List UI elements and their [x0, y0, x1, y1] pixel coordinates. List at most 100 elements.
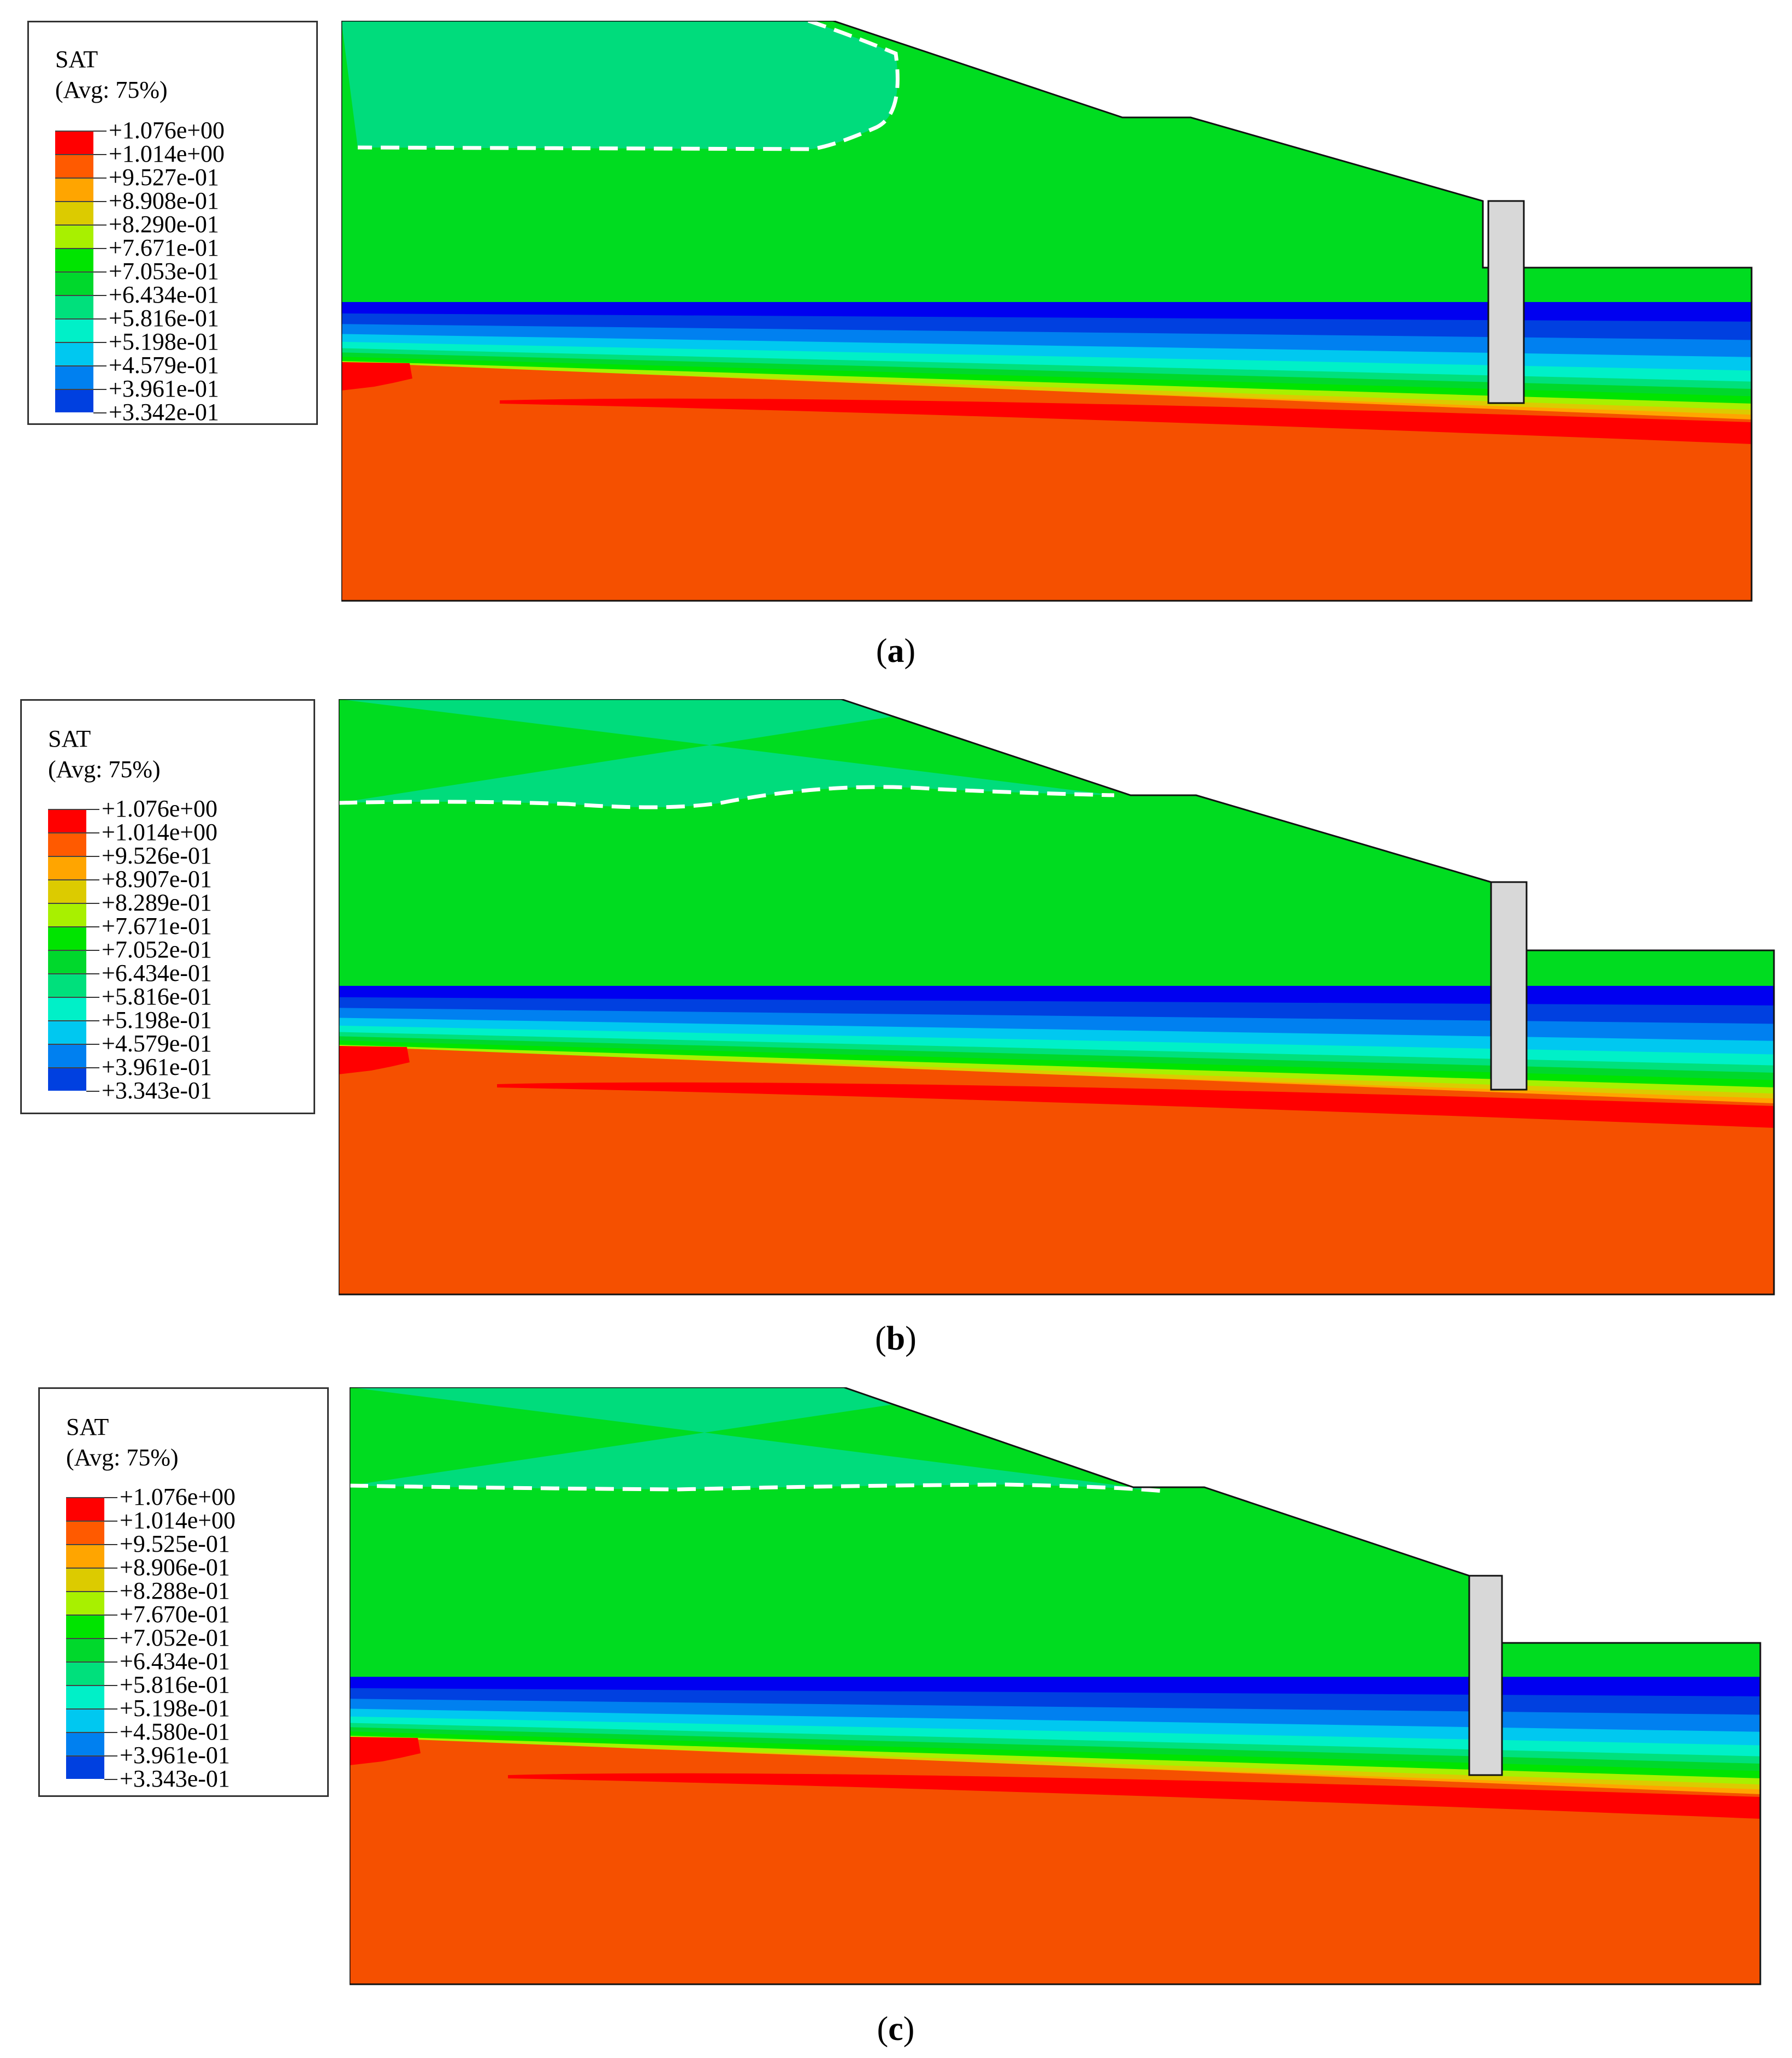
legend-swatch: [55, 178, 93, 201]
saturation-band: [339, 1032, 1774, 1074]
legend-swatch: [55, 389, 93, 412]
legend-label: +7.053e-01: [109, 258, 219, 285]
saturation-band: [350, 1699, 1760, 1734]
saturation-band: [339, 1008, 1774, 1043]
legend-tick: [86, 973, 99, 974]
legend-label: +5.816e-01: [109, 305, 219, 332]
legend-tick: [104, 1755, 117, 1757]
legend-label: +1.014e+00: [102, 819, 218, 845]
legend-label: +8.289e-01: [102, 889, 212, 916]
legend-label: +5.198e-01: [102, 1007, 212, 1033]
saturated-wedge: [508, 1773, 1760, 1819]
saturation-band: [350, 1688, 1760, 1717]
saturation-band: [350, 1727, 1760, 1772]
legend-label: +1.076e+00: [102, 795, 218, 822]
contour-plot: [350, 1387, 1761, 1985]
legend-tick: [86, 997, 99, 998]
legend-swatch: [55, 342, 93, 365]
legend-swatch: [55, 154, 93, 178]
legend-label: +8.290e-01: [109, 211, 219, 238]
saturation-band: [341, 352, 1752, 398]
saturation-band: [341, 357, 1752, 405]
legend-swatch: [66, 1591, 104, 1615]
legend-swatch: [66, 1732, 104, 1755]
legend-tick: [104, 1497, 117, 1498]
legend-label: +5.198e-01: [109, 328, 219, 355]
legend-label: +6.434e-01: [120, 1648, 230, 1675]
saturation-band: [341, 334, 1752, 372]
saturation-band: [339, 1040, 1774, 1089]
legend-swatch: [48, 950, 86, 973]
legend-title: SAT: [55, 46, 98, 73]
legend-label: +4.579e-01: [109, 352, 219, 379]
legend-swatch: [48, 809, 86, 832]
legend-swatch: [55, 224, 93, 248]
legend-label: +3.343e-01: [120, 1765, 230, 1792]
contour-field: [341, 21, 1752, 601]
legend-label: +3.342e-01: [109, 399, 219, 425]
saturation-band: [341, 313, 1752, 342]
panel-c: SAT (Avg: 75%) +1.076e+00 +1.014e+00 +9.52…: [0, 1372, 1792, 2058]
legend-swatch: [55, 271, 93, 295]
legend-label: +1.014e+00: [120, 1507, 236, 1534]
legend-tick: [86, 1067, 99, 1068]
legend-title: SAT: [48, 725, 91, 752]
legend-tick: [86, 809, 99, 810]
upper-soil-zone: [350, 1387, 1760, 1677]
contour-plot: [339, 699, 1775, 1296]
legend-swatch: [55, 248, 93, 271]
legend-tick: [93, 201, 107, 202]
legend-tick: [104, 1568, 117, 1569]
legend-label: +8.906e-01: [120, 1554, 230, 1581]
contour-field: [350, 1387, 1760, 1984]
legend-tick: [93, 178, 107, 179]
caption-letter: c: [888, 2010, 903, 2048]
wetting-front-line: [350, 1482, 1164, 1493]
legend-swatch: [66, 1755, 104, 1779]
wetting-front-line: [357, 21, 900, 151]
legend-tick: [104, 1615, 117, 1616]
legend-swatch: [66, 1497, 104, 1521]
legend-swatch: [66, 1638, 104, 1661]
legend: SAT (Avg: 75%) +1.076e+00 +1.014e+00 +9.52…: [27, 21, 318, 425]
legend-label: +8.908e-01: [109, 187, 219, 214]
legend-swatch: [48, 856, 86, 879]
legend-tick: [86, 1044, 99, 1045]
legend-tick: [93, 154, 107, 155]
legend-tick: [93, 412, 107, 413]
legend-label: +7.052e-01: [102, 936, 212, 963]
legend-label: +3.343e-01: [102, 1077, 212, 1104]
legend-label: +5.198e-01: [120, 1695, 230, 1722]
slope-outline: [341, 21, 1753, 602]
legend-swatch: [66, 1544, 104, 1568]
legend-title: SAT: [66, 1414, 109, 1440]
saturation-band: [339, 1044, 1774, 1095]
unsaturated-zone: [350, 1387, 1163, 1491]
caption-b: (b): [875, 1320, 916, 1357]
legend-label: +1.076e+00: [120, 1483, 236, 1510]
legend-swatch: [66, 1708, 104, 1732]
legend-swatch: [48, 926, 86, 950]
saturation-band: [341, 324, 1752, 359]
legend-label: +1.014e+00: [109, 140, 225, 167]
legend-label: +7.671e-01: [109, 234, 219, 261]
saturation-band: [339, 997, 1774, 1026]
saturation-band: [339, 1018, 1774, 1056]
legend-label: +9.527e-01: [109, 164, 219, 191]
legend: SAT (Avg: 75%) +1.076e+00 +1.014e+00 +9.52…: [20, 699, 315, 1114]
legend-swatch: [48, 997, 86, 1020]
legend-swatch: [55, 318, 93, 342]
legend-tick: [104, 1638, 117, 1639]
legend-swatch: [55, 365, 93, 389]
legend-tick: [93, 365, 107, 366]
legend-subtitle: (Avg: 75%): [66, 1444, 179, 1471]
legend-subtitle: (Avg: 75%): [55, 76, 168, 103]
legend-label: +9.525e-01: [120, 1530, 230, 1557]
unsaturated-zone: [339, 699, 1114, 808]
legend-tick: [104, 1732, 117, 1733]
legend: SAT (Avg: 75%) +1.076e+00 +1.014e+00 +9.52…: [38, 1387, 329, 1797]
upper-soil-zone: [339, 699, 1774, 986]
legend-swatch: [48, 879, 86, 903]
saturation-band: [339, 1036, 1774, 1081]
legend-tick: [86, 1091, 99, 1092]
